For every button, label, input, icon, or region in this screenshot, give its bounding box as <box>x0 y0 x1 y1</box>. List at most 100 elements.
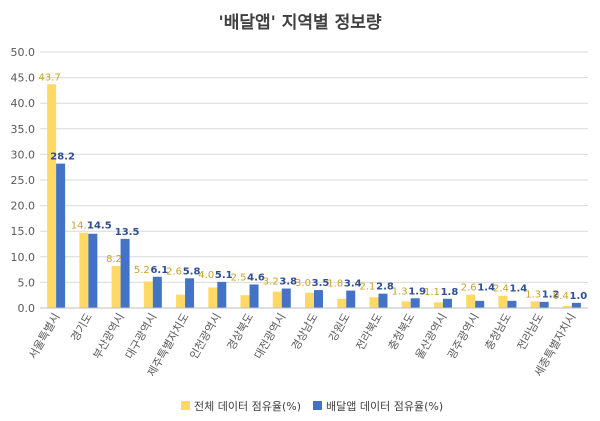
legend-label-total: 전체 데이터 점유율(%) <box>194 400 301 413</box>
data-label-total: 8.2 <box>106 254 122 265</box>
data-label-total: 4.0 <box>198 270 214 281</box>
bar-delivery <box>442 298 452 308</box>
legend: 전체 데이터 점유율(%) 배달앱 데이터 점유율(%) <box>181 400 443 413</box>
bar-delivery <box>378 293 388 308</box>
y-tick-label: 35.0 <box>11 123 36 136</box>
chart-title: '배달앱' 지역별 정보량 <box>218 12 381 33</box>
x-category-label: 경상북도 <box>225 311 257 353</box>
bar-total <box>47 84 57 308</box>
data-label-delivery: 4.6 <box>247 272 265 283</box>
bar-total <box>208 287 218 308</box>
x-category-label: 강원도 <box>326 311 352 344</box>
data-label-delivery: 2.8 <box>376 282 394 293</box>
data-label-delivery: 1.8 <box>441 287 459 298</box>
data-label-delivery: 28.2 <box>50 152 75 163</box>
bar-total <box>466 294 476 308</box>
y-tick-label: 5.0 <box>18 276 36 289</box>
x-category-label: 대전광역시 <box>252 311 289 361</box>
data-label-total: 1.3 <box>392 286 408 297</box>
bar-total <box>111 266 121 308</box>
y-tick-label: 10.0 <box>11 251 36 264</box>
bar-total <box>272 291 282 308</box>
bar-delivery <box>56 163 66 308</box>
y-tick-label: 30.0 <box>11 148 36 161</box>
data-label-delivery: 5.8 <box>183 266 201 277</box>
bar-total <box>305 292 314 308</box>
bar-total <box>240 295 250 308</box>
bar-total <box>530 301 540 308</box>
legend-label-delivery: 배달앱 데이터 점유율(%) <box>326 400 443 413</box>
x-category-label: 인천광역시 <box>186 311 223 362</box>
data-label-total: 0.4 <box>553 291 569 302</box>
legend-swatch-total <box>181 401 190 410</box>
bars <box>47 84 581 308</box>
data-label-delivery: 1.0 <box>570 291 588 302</box>
bar-delivery <box>507 300 517 308</box>
data-label-delivery: 6.1 <box>150 265 168 276</box>
data-label-delivery: 1.2 <box>542 289 560 300</box>
bar-total <box>433 302 443 308</box>
data-label-total: 2.6 <box>461 283 477 294</box>
bar-delivery <box>88 233 98 308</box>
x-category-label: 대구광역시 <box>123 311 160 361</box>
x-category-label: 광주광역시 <box>445 311 482 361</box>
legend-swatch-delivery <box>313 401 322 410</box>
bar-delivery <box>410 298 420 308</box>
x-category-label: 충청남도 <box>483 311 515 353</box>
data-label-total: 14.7 <box>71 221 93 232</box>
y-tick-label: 20.0 <box>11 200 36 213</box>
data-label-delivery: 3.8 <box>279 277 297 288</box>
data-label-total: 1.1 <box>424 287 440 298</box>
bar-delivery <box>346 290 356 308</box>
data-label-delivery: 5.1 <box>215 270 233 281</box>
x-category-label: 경기도 <box>69 311 95 344</box>
data-label-delivery: 14.5 <box>87 221 112 232</box>
bar-delivery <box>475 300 485 308</box>
data-label-delivery: 1.4 <box>510 284 528 295</box>
data-labels: 43.728.214.714.58.213.55.2 6.12.6 5.84.0 5.… <box>38 72 587 302</box>
bar-delivery <box>539 301 549 308</box>
bar-total <box>79 232 89 308</box>
bar-total <box>401 301 411 308</box>
bar-delivery <box>571 302 581 308</box>
bar-delivery <box>249 284 259 308</box>
data-label-delivery: 13.5 <box>115 227 140 238</box>
bar-delivery <box>314 290 323 308</box>
data-label-delivery: 1.9 <box>408 286 426 297</box>
y-tick-label: 45.0 <box>11 72 36 85</box>
y-tick-label: 25.0 <box>11 174 36 187</box>
x-category-label: 충청북도 <box>386 311 418 353</box>
bar-total <box>337 298 347 308</box>
data-label-total: 2.1 <box>360 282 376 293</box>
y-tick-label: 0.0 <box>18 302 36 315</box>
y-axis: 0.0 5.0 10.0 15.0 20.0 25.0 30.0 35.0 40.0 45.0 50… <box>11 46 36 315</box>
data-label-total: 2.4 <box>493 284 509 295</box>
gridlines <box>40 51 588 309</box>
y-tick-label: 15.0 <box>11 225 36 238</box>
data-label-delivery: 3.5 <box>312 278 330 289</box>
bar-delivery <box>152 276 162 308</box>
x-category-label: 전라남도 <box>515 311 547 353</box>
data-label-total: 2.5 <box>231 272 247 283</box>
bar-total <box>498 295 508 308</box>
data-label-delivery: 3.4 <box>344 279 362 290</box>
y-tick-label: 50.0 <box>11 46 36 59</box>
x-category-label: 서울특별시 <box>26 311 63 361</box>
x-category-label: 울산광역시 <box>413 311 450 361</box>
data-label-total: 2.6 <box>166 266 182 277</box>
bar-delivery <box>217 281 227 308</box>
data-label-total: 3.2 <box>263 277 279 288</box>
bar-delivery <box>281 288 291 308</box>
data-label-delivery: 1.4 <box>477 283 495 294</box>
x-category-label: 부산광역시 <box>91 311 128 361</box>
bar-total <box>562 305 572 308</box>
data-label-total: 3.0 <box>295 278 311 289</box>
data-label-total: 5.2 <box>134 265 150 276</box>
x-category-label: 전라북도 <box>354 311 386 353</box>
x-category-label: 경상남도 <box>289 311 321 353</box>
y-tick-label: 40.0 <box>11 97 36 110</box>
bar-total <box>143 281 153 308</box>
bar-delivery <box>120 238 130 308</box>
